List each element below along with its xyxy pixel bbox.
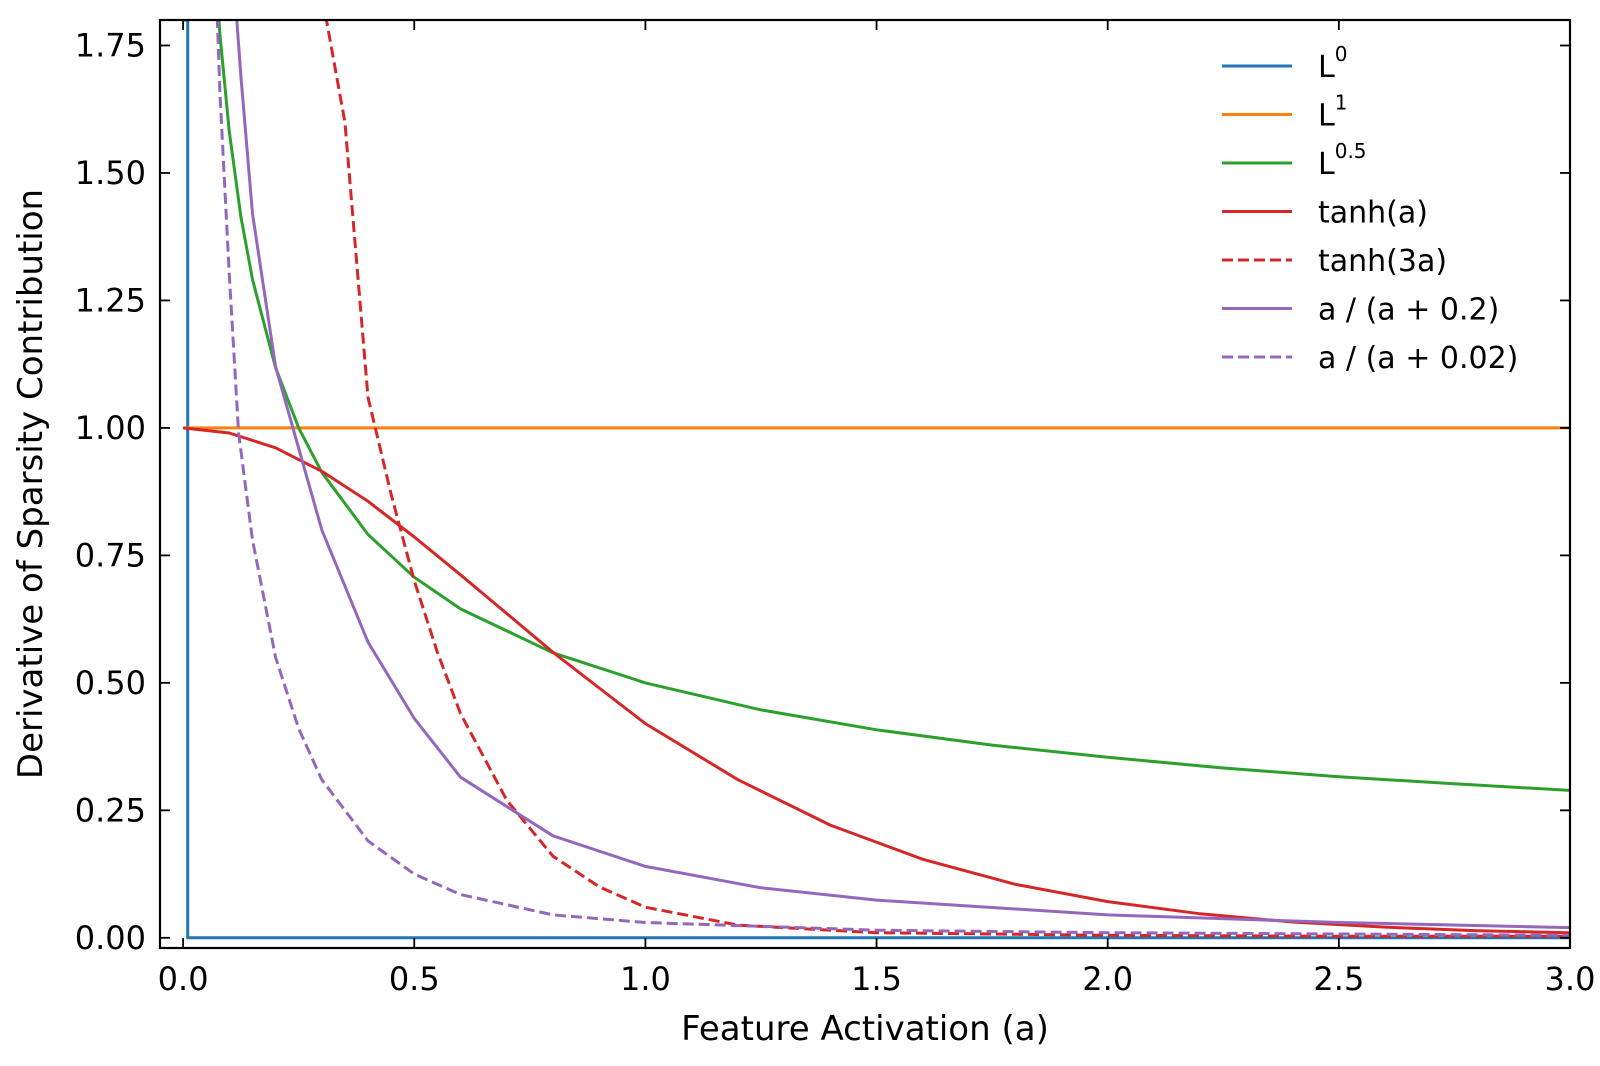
- series-line-l0: [183, 20, 1570, 940]
- x-tick-label: 1.0: [620, 960, 671, 998]
- y-tick-label: 0.50: [75, 664, 146, 702]
- x-tick-label: 0.0: [158, 960, 209, 998]
- legend-label-text: L: [1318, 99, 1335, 134]
- legend-label-text: L: [1318, 50, 1335, 85]
- legend-label-text: tanh(3a): [1318, 244, 1447, 279]
- y-tick-label: 1.50: [75, 154, 146, 192]
- legend-label: tanh(3a): [1318, 244, 1447, 279]
- x-tick-label: 1.5: [851, 960, 902, 998]
- x-tick-label: 0.5: [389, 960, 440, 998]
- y-axis-label: Derivative of Sparsity Contribution: [11, 189, 51, 779]
- x-tick-label: 3.0: [1545, 960, 1596, 998]
- legend-label: L0.5: [1318, 139, 1367, 182]
- legend-label-text: tanh(a): [1318, 196, 1428, 231]
- legend-label-text: a / (a + 0.2): [1318, 293, 1499, 328]
- y-tick-label: 1.25: [75, 281, 146, 319]
- y-tick-label: 0.75: [75, 536, 146, 574]
- legend-label-text: L: [1318, 147, 1335, 182]
- x-tick-label: 2.0: [1082, 960, 1133, 998]
- series-layer: [182, 20, 1570, 940]
- legend-label-superscript: 0.5: [1335, 139, 1367, 163]
- legend-label: L0: [1318, 42, 1347, 85]
- legend-label: tanh(a): [1318, 196, 1428, 231]
- plot-frame: [158, 18, 1572, 950]
- series-line-a-a-0-02: [215, 20, 1570, 937]
- y-tick-label: 0.00: [75, 919, 146, 957]
- y-tick-label: 1.75: [75, 26, 146, 64]
- tick-layer: 0.0 0.5 1.0 1.5 2.0 2.5 3.00.000.250.500.751.0…: [75, 20, 1596, 998]
- series-line-l0-5: [217, 20, 1570, 792]
- legend-label: a / (a + 0.2): [1318, 293, 1499, 328]
- legend-label: a / (a + 0.02): [1318, 341, 1518, 376]
- series-line-a-a-0-2: [235, 20, 1570, 930]
- legend-label: L1: [1318, 91, 1347, 134]
- legend-label-text: a / (a + 0.02): [1318, 341, 1518, 376]
- y-tick-label: 0.25: [75, 791, 146, 829]
- legend-label-superscript: 0: [1335, 42, 1348, 66]
- legend-label-superscript: 1: [1335, 91, 1348, 115]
- x-tick-label: 2.5: [1313, 960, 1364, 998]
- y-tick-label: 1.00: [75, 409, 146, 447]
- series-line-tanh-3a: [324, 20, 1570, 938]
- x-axis-label: Feature Activation (a): [681, 1009, 1049, 1049]
